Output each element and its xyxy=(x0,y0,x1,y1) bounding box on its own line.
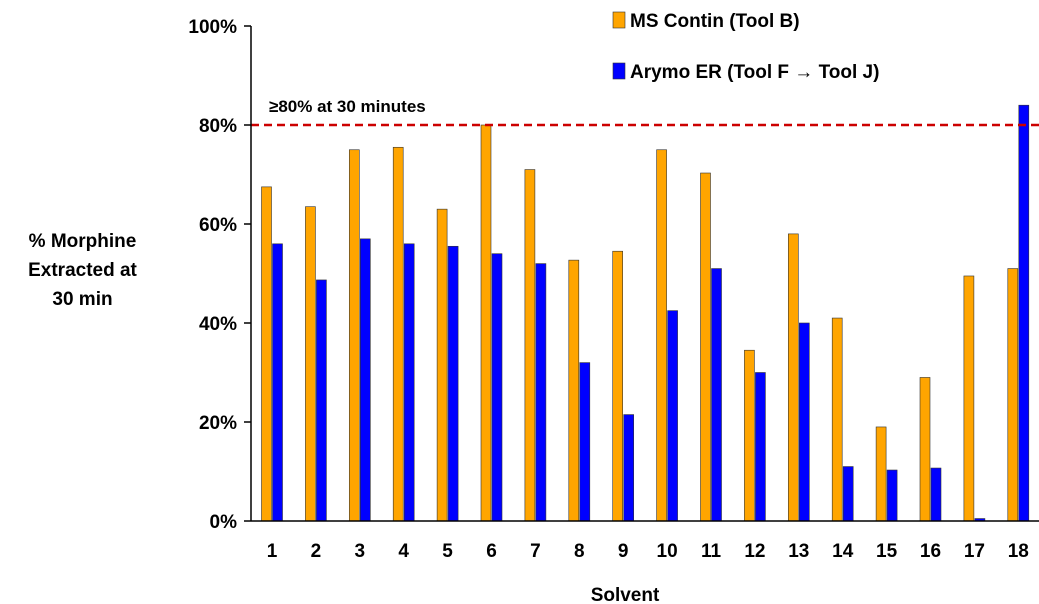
x-tick-label: 9 xyxy=(618,541,629,562)
bar-ms-contin xyxy=(700,172,711,522)
bar-arymo-er xyxy=(667,310,678,522)
y-axis-title-line: % Morphine xyxy=(28,231,137,252)
bar-arymo-er xyxy=(886,469,898,522)
x-tick-label: 5 xyxy=(442,541,453,562)
bar-arymo-er xyxy=(755,372,766,522)
y-axis-title: % Morphine Extracted at 30 min xyxy=(0,227,165,314)
threshold-label: ≥80% at 30 minutes xyxy=(269,97,426,116)
x-tick-label: 14 xyxy=(832,541,854,562)
bar-arymo-er xyxy=(359,238,371,522)
bar-arymo-er xyxy=(535,263,547,522)
x-tick-label: 2 xyxy=(311,541,322,562)
bar-ms-contin xyxy=(612,250,624,522)
bar-arymo-er xyxy=(842,466,854,522)
bar-ms-contin xyxy=(831,317,843,522)
legend-swatch xyxy=(612,62,626,80)
x-tick-label: 4 xyxy=(398,541,409,562)
bar-arymo-er xyxy=(579,362,591,522)
bar-ms-contin xyxy=(1007,268,1019,522)
bar-arymo-er xyxy=(272,243,283,522)
y-tick-label: 100% xyxy=(188,17,237,38)
bar-arymo-er xyxy=(403,243,415,522)
bar-arymo-er xyxy=(316,279,327,522)
y-tick-label: 80% xyxy=(199,116,237,137)
bar-arymo-er xyxy=(798,322,810,522)
x-tick-label: 15 xyxy=(876,541,898,562)
bar-ms-contin xyxy=(305,206,316,522)
x-tick-label: 1 xyxy=(267,541,278,562)
bar-arymo-er xyxy=(491,253,503,522)
bar-ms-contin xyxy=(787,233,799,522)
bar-arymo-er xyxy=(623,414,635,522)
bar-ms-contin xyxy=(392,146,404,522)
x-tick-label: 7 xyxy=(530,541,541,562)
legend-label: Arymo ER (Tool F → Tool J) xyxy=(630,62,879,83)
bar-arymo-er xyxy=(711,268,722,522)
y-tick-label: 60% xyxy=(199,215,237,236)
bar-arymo-er xyxy=(1018,104,1030,522)
bar-ms-contin xyxy=(436,208,448,522)
bar-ms-contin xyxy=(963,275,975,522)
bar-ms-contin xyxy=(875,426,887,522)
y-tick-label: 40% xyxy=(199,314,237,335)
bar-ms-contin xyxy=(919,377,931,522)
bar-arymo-er xyxy=(930,467,942,522)
bar-ms-contin xyxy=(656,149,667,522)
bar-ms-contin xyxy=(568,259,580,522)
bar-ms-contin xyxy=(348,149,360,522)
x-tick-label: 17 xyxy=(964,541,985,562)
bar-arymo-er xyxy=(447,245,459,522)
x-tick-label: 3 xyxy=(355,541,366,562)
bar-ms-contin xyxy=(744,349,755,522)
y-tick-label: 20% xyxy=(199,413,237,434)
bar-ms-contin xyxy=(524,169,536,522)
x-axis-title: Solvent xyxy=(591,585,660,604)
x-tick-label: 6 xyxy=(486,541,497,562)
y-tick-label: 0% xyxy=(210,512,238,533)
bar-ms-contin xyxy=(480,124,492,522)
x-tick-label: 18 xyxy=(1008,541,1029,562)
bar-ms-contin xyxy=(261,186,272,522)
y-axis-title-line: Extracted at xyxy=(28,260,137,281)
legend-swatch xyxy=(612,11,626,29)
x-tick-label: 12 xyxy=(744,541,765,562)
x-tick-label: 16 xyxy=(920,541,941,562)
legend-label: MS Contin (Tool B) xyxy=(630,11,800,32)
x-tick-label: 8 xyxy=(574,541,585,562)
x-tick-label: 13 xyxy=(788,541,809,562)
x-tick-label: 11 xyxy=(701,541,722,562)
x-tick-label: 10 xyxy=(657,541,678,562)
y-axis-title-line: 30 min xyxy=(52,289,113,310)
